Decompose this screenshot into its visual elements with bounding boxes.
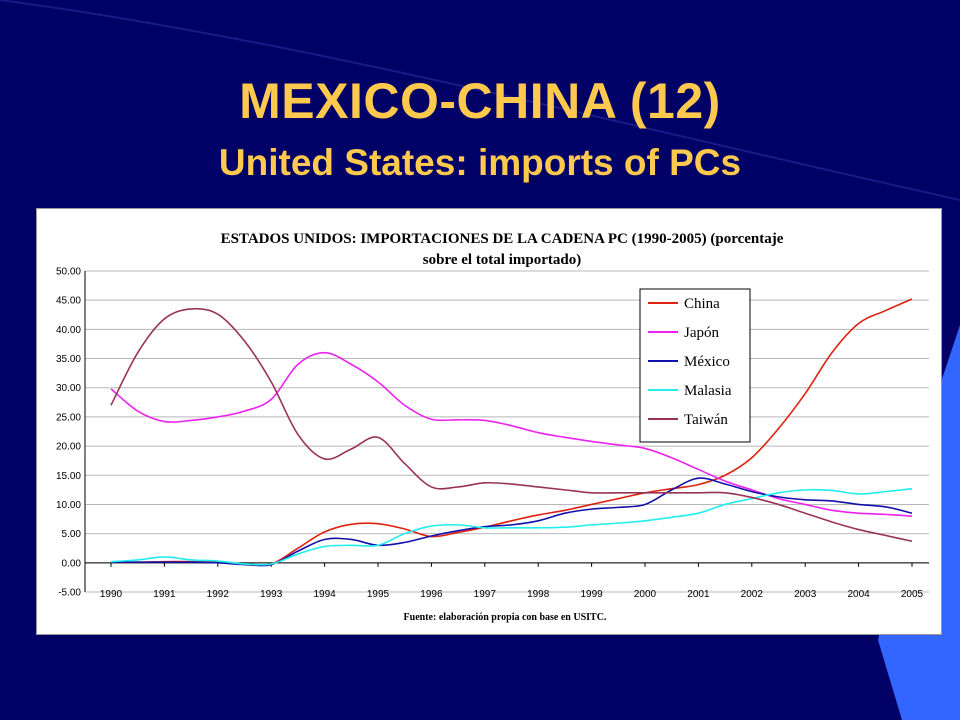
line-chart: ESTADOS UNIDOS: IMPORTACIONES DE LA CADE… (56, 231, 929, 623)
x-tick-label: 1995 (367, 589, 390, 600)
legend-box (639, 288, 751, 443)
legend-label-china: China (684, 296, 720, 312)
legend-label-japon: Japón (684, 325, 719, 341)
chart-panel: ESTADOS UNIDOS: IMPORTACIONES DE LA CADE… (36, 208, 942, 635)
y-tick-label: -5.00 (58, 588, 81, 599)
y-tick-label: 50.00 (56, 267, 81, 278)
slide-title: MEXICO-CHINA (12) (239, 73, 721, 129)
y-tick-label: 5.00 (62, 529, 82, 540)
x-tick-label: 1998 (527, 589, 550, 600)
slide-subtitle: United States: imports of PCs (218, 142, 742, 183)
y-tick-label: 10.00 (56, 500, 81, 511)
decorative-swoosh (0, 0, 960, 201)
chart-title-line1: ESTADOS UNIDOS: IMPORTACIONES DE LA CADE… (221, 231, 784, 247)
y-tick-label: 40.00 (56, 325, 81, 336)
chart-legend: China Japón México Malasia Taiwán (639, 288, 751, 443)
x-tick-label: 2000 (634, 589, 657, 600)
x-tick-label: 1997 (474, 589, 497, 600)
series-line-malasia (110, 487, 913, 566)
x-tick-label: 2002 (741, 589, 764, 600)
x-tick-label: 2005 (901, 589, 924, 600)
x-tick-label: 1990 (100, 589, 123, 600)
x-tick-label: 2001 (687, 589, 710, 600)
x-tick-label: 1993 (260, 589, 283, 600)
y-tick-label: 15.00 (56, 471, 81, 482)
x-tick-label: 1992 (207, 589, 230, 600)
series-lines (110, 298, 913, 567)
y-tick-label: 25.00 (56, 412, 81, 423)
y-tick-label: 20.00 (56, 442, 81, 453)
chart-title-line2: sobre el total importado) (423, 252, 581, 268)
x-tick-label: 2004 (847, 589, 870, 600)
y-tick-label: 0.00 (62, 558, 82, 569)
y-tick-label: 35.00 (56, 354, 81, 365)
x-tick-label: 1991 (153, 589, 176, 600)
legend-label-taiwan: Taiwán (684, 412, 728, 428)
y-tick-label: 30.00 (56, 383, 81, 394)
gridlines (85, 270, 929, 593)
axes: 50.00 45.00 40.00 35.00 30.00 25.00 20.00 15.00… (56, 267, 929, 600)
series-line-taiwan (110, 307, 913, 543)
legend-label-mexico: México (684, 354, 730, 370)
chart-source-note: Fuente: elaboración propia con base en U… (404, 612, 607, 623)
y-tick-label: 45.00 (56, 296, 81, 307)
x-tick-label: 1999 (580, 589, 603, 600)
x-tick-label: 2003 (794, 589, 817, 600)
series-line-japon (110, 351, 913, 517)
x-tick-label: 1994 (313, 589, 336, 600)
legend-label-malasia: Malasia (684, 383, 732, 399)
x-tick-label: 1996 (420, 589, 443, 600)
